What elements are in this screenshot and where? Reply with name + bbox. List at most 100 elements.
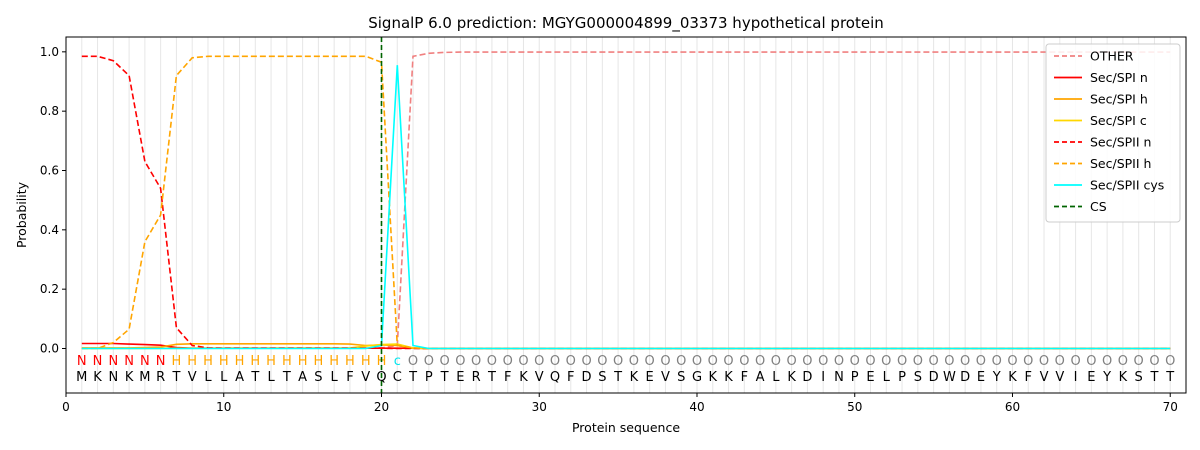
sequence-letter: S: [1135, 370, 1143, 385]
series-line: [81, 55, 1171, 350]
legend-entry: CS: [1090, 199, 1107, 214]
annotation-letter: N: [156, 354, 166, 369]
sequence-letter: K: [125, 370, 134, 385]
annotation-letter: O: [897, 354, 907, 369]
annotation-letter: H: [329, 354, 339, 369]
series-line: [81, 55, 1171, 350]
annotation-letter: O: [613, 354, 623, 369]
sequence-letter: F: [567, 370, 574, 385]
annotation-letter: O: [566, 354, 576, 369]
sequence-letter: P: [851, 370, 859, 385]
sequence-letter: K: [708, 370, 717, 385]
annotation-letter: H: [345, 354, 355, 369]
sequence-letter: A: [298, 370, 307, 385]
sequence-letter: V: [361, 370, 370, 385]
sequence-letter: A: [756, 370, 765, 385]
sequence-letter: D: [582, 370, 592, 385]
sequence-letter: D: [960, 370, 970, 385]
annotation-letter: N: [140, 354, 150, 369]
sequence-letter: R: [156, 370, 165, 385]
annotation-letter: O: [865, 354, 875, 369]
sequence-letter: K: [519, 370, 528, 385]
sequence-letter: S: [314, 370, 322, 385]
annotation-letter: O: [1102, 354, 1112, 369]
annotation-letter: O: [550, 354, 560, 369]
annotation-letter: O: [802, 354, 812, 369]
annotation-letter: O: [692, 354, 702, 369]
annotation-letter: O: [471, 354, 481, 369]
sequence-letter: K: [1119, 370, 1128, 385]
sequence-letter: L: [331, 370, 339, 385]
sequence-letter: S: [598, 370, 606, 385]
annotation-letter: O: [960, 354, 970, 369]
annotation-letter: O: [660, 354, 670, 369]
series-lines: [81, 37, 1171, 393]
annotation-letter: O: [850, 354, 860, 369]
legend-entry: Sec/SPI n: [1090, 70, 1148, 85]
annotation-letter: O: [597, 354, 607, 369]
annotation-letter: O: [1149, 354, 1159, 369]
annotation-letter: H: [298, 354, 308, 369]
x-tick-label: 0: [62, 400, 70, 414]
sequence-letter: I: [1074, 370, 1078, 385]
sequence-letter: G: [692, 370, 702, 385]
sequence-letter: W: [943, 370, 956, 385]
plot-frame: [65, 36, 1187, 394]
sequence-letter: L: [220, 370, 228, 385]
sequence-letter: V: [661, 370, 670, 385]
annotation-letter: O: [739, 354, 749, 369]
annotation-letter: O: [455, 354, 465, 369]
sequence-letter: R: [472, 370, 481, 385]
sequence-letter: K: [93, 370, 102, 385]
annotation-letter: N: [77, 354, 87, 369]
series-line: [81, 65, 1171, 350]
annotation-letter: O: [629, 354, 639, 369]
x-tick-label: 50: [847, 400, 862, 414]
series-line: [81, 51, 1171, 350]
annotation-letter: O: [408, 354, 418, 369]
y-tick-label: 0.2: [40, 282, 59, 296]
annotation-letter: N: [124, 354, 134, 369]
annotation-letter: O: [1007, 354, 1017, 369]
sequence-letter: Y: [992, 370, 1001, 385]
annotation-letter: O: [1086, 354, 1096, 369]
sequence-letter: F: [504, 370, 511, 385]
sequence-letter: V: [188, 370, 197, 385]
legend-entry: Sec/SPI c: [1090, 113, 1147, 128]
sequence-letter: T: [1149, 370, 1158, 385]
annotation-letter: H: [314, 354, 324, 369]
x-tick-label: 10: [216, 400, 231, 414]
annotation-letter: O: [944, 354, 954, 369]
legend-entry: Sec/SPI h: [1090, 92, 1148, 107]
sequence-letter: Y: [1102, 370, 1111, 385]
annotation-letter: O: [1134, 354, 1144, 369]
sequence-letter: L: [772, 370, 780, 385]
sequence-letter: Q: [550, 370, 560, 385]
annotation-letter: O: [992, 354, 1002, 369]
y-tick-label: 0.4: [40, 223, 59, 237]
annotation-letter: H: [282, 354, 292, 369]
sequence-letter: F: [1025, 370, 1032, 385]
sequence-letter: T: [440, 370, 449, 385]
sequence-letter: S: [914, 370, 922, 385]
y-tick-label: 0.0: [40, 342, 59, 356]
annotation-letter: O: [818, 354, 828, 369]
annotation-letter: O: [487, 354, 497, 369]
x-tick-label: 20: [374, 400, 389, 414]
annotation-letter: O: [676, 354, 686, 369]
sequence-letter: E: [977, 370, 985, 385]
annotation-letter: H: [219, 354, 229, 369]
y-axis-ticks: 0.0 0.2 0.4 0.6 0.8 1.0: [40, 45, 66, 356]
sequence-letter: P: [898, 370, 906, 385]
annotation-letter: H: [361, 354, 371, 369]
sequence-letter: V: [1055, 370, 1064, 385]
sequence-letter: T: [1165, 370, 1174, 385]
sequence-letter: L: [267, 370, 275, 385]
sequence-letter: A: [235, 370, 244, 385]
annotation-letter: O: [834, 354, 844, 369]
annotation-letter: O: [755, 354, 765, 369]
sequence-letter: M: [139, 370, 150, 385]
annotation-letter: O: [708, 354, 718, 369]
annotation-letter: O: [928, 354, 938, 369]
x-tick-label: 40: [689, 400, 704, 414]
